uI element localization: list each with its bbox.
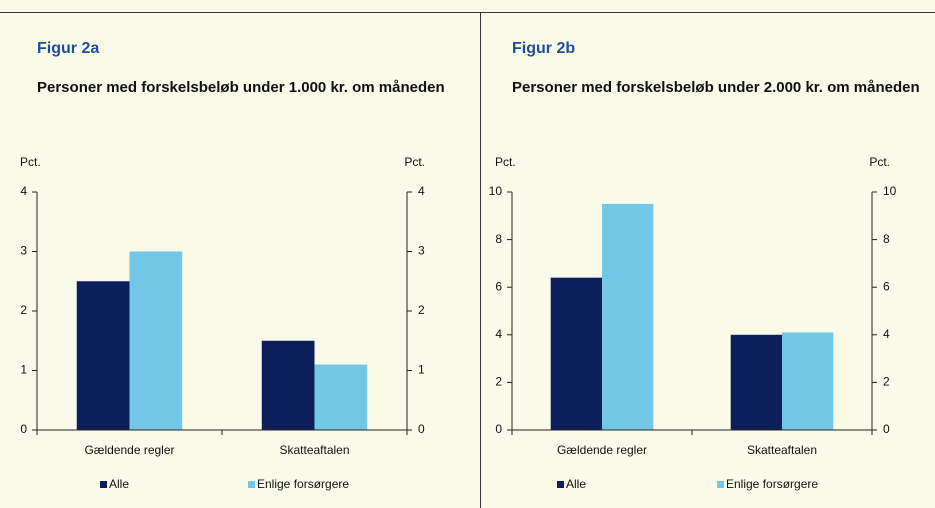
- x-tick-label: Gældende regler: [84, 443, 174, 457]
- bar: [550, 277, 602, 430]
- legend-swatch: [717, 481, 724, 488]
- x-tick-label: Gældende regler: [557, 443, 647, 457]
- figure-label: Figur 2b: [512, 40, 576, 57]
- legend-swatch: [557, 481, 564, 488]
- divider: [480, 12, 481, 508]
- y2-tick-label: 3: [418, 244, 425, 258]
- y-axis-label: Pct.: [20, 155, 41, 169]
- bar: [314, 364, 368, 430]
- chart: Pct. Pct. 0 2 4 6 8 10 0 2 4 6 8 10 Gældende regler Ska…: [489, 155, 897, 491]
- y-tick-label: 4: [20, 184, 27, 198]
- y2-tick-label: 6: [883, 279, 890, 293]
- panel: Figur 2a Personer med forskelsbeløb unde…: [20, 40, 445, 491]
- y-tick-label: 0: [20, 422, 27, 436]
- legend-swatch: [248, 481, 255, 488]
- x-tick-label: Skatteaftalen: [747, 443, 817, 457]
- y2-tick-label: 0: [883, 422, 890, 436]
- legend-label: Alle: [566, 477, 586, 491]
- y2-tick-label: 10: [883, 184, 897, 198]
- legend-label: Enlige forsørgere: [726, 477, 818, 491]
- figure-label: Figur 2a: [37, 40, 100, 57]
- legend-label: Enlige forsørgere: [257, 477, 349, 491]
- bar: [782, 332, 834, 430]
- y2-tick-label: 4: [883, 327, 890, 341]
- bar: [602, 203, 654, 430]
- y-tick-label: 0: [495, 422, 502, 436]
- bar: [730, 334, 782, 430]
- y-tick-label: 4: [495, 327, 502, 341]
- y2-axis-label: Pct.: [869, 155, 890, 169]
- y2-tick-label: 4: [418, 184, 425, 198]
- chart-title: Personer med forskelsbeløb under 1.000 k…: [37, 79, 445, 96]
- y2-tick-label: 2: [883, 375, 890, 389]
- bar: [261, 340, 315, 430]
- y-tick-label: 2: [495, 375, 502, 389]
- panel: Figur 2b Personer med forskelsbeløb unde…: [475, 0, 935, 508]
- legend-swatch: [100, 481, 107, 488]
- y-tick-label: 8: [495, 232, 502, 246]
- y-tick-label: 2: [20, 303, 27, 317]
- y-tick-label: 6: [495, 279, 502, 293]
- top-rule: [0, 12, 935, 13]
- y-tick-label: 1: [20, 363, 27, 377]
- x-tick-label: Skatteaftalen: [279, 443, 349, 457]
- bar: [129, 251, 183, 430]
- legend-label: Alle: [109, 477, 129, 491]
- chart: Pct. Pct. 0 1 2 3 4 0 1 2 3 4 Gældende regler Skattea…: [20, 155, 425, 491]
- bar: [76, 281, 130, 430]
- y2-axis-label: Pct.: [404, 155, 425, 169]
- chart-title: Personer med forskelsbeløb under 2.000 k…: [512, 79, 920, 96]
- y-tick-label: 10: [489, 184, 503, 198]
- y-tick-label: 3: [20, 244, 27, 258]
- y2-tick-label: 0: [418, 422, 425, 436]
- y2-tick-label: 8: [883, 232, 890, 246]
- y-axis-label: Pct.: [495, 155, 516, 169]
- y2-tick-label: 1: [418, 363, 425, 377]
- y2-tick-label: 2: [418, 303, 425, 317]
